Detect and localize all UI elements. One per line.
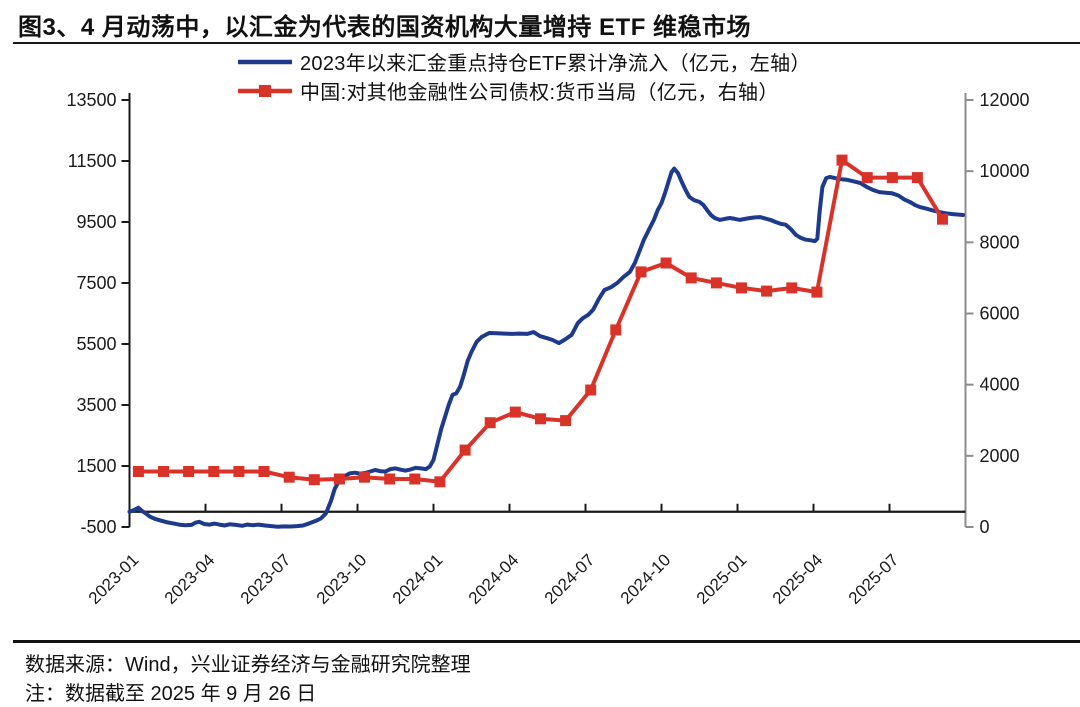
x-axis-tick-label: 2025-07 xyxy=(845,550,903,608)
series-marker xyxy=(233,466,245,477)
series-marker xyxy=(208,466,220,477)
x-axis-tick-label: 2024-01 xyxy=(389,550,447,608)
right-axis-tick-label: 0 xyxy=(980,517,990,537)
title-divider xyxy=(13,42,1080,44)
legend-label-etf-inflow: 2023年以来汇金重点持仓ETF累计净流入（亿元，左轴） xyxy=(300,53,811,75)
series-marker xyxy=(158,466,169,477)
series-marker xyxy=(509,406,521,418)
left-axis-tick-label: 5500 xyxy=(76,334,116,354)
left-axis-tick-label: -500 xyxy=(80,517,116,537)
page-title: 图3、4 月动荡中，以汇金为代表的国资机构大量增持 ETF 维稳市场 xyxy=(18,14,752,41)
red-square-marker-icon xyxy=(259,84,271,97)
left-axis-tick-label: 3500 xyxy=(76,395,116,415)
data-source-text: 数据来源：Wind，兴业证券经济与金融研究院整理 xyxy=(25,654,471,676)
series-marker xyxy=(585,384,597,396)
x-axis-tick-label: 2024-04 xyxy=(465,550,523,608)
red-line-swatch xyxy=(238,84,292,97)
right-axis-tick-label: 4000 xyxy=(980,375,1020,395)
series-marker xyxy=(283,471,295,483)
series-marker xyxy=(333,473,345,485)
series-marker xyxy=(359,471,370,483)
legend-label-pboc-claims: 中国:对其他金融性公司债权:货币当局（亿元，右轴） xyxy=(300,82,779,104)
legend: 2023年以来汇金重点持仓ETF累计净流入（亿元，左轴） 中国:对其他金融性公司… xyxy=(236,47,811,105)
left-axis-tick-label: 13500 xyxy=(66,90,116,110)
series-marker xyxy=(635,266,647,278)
left-axis-tick-label: 11500 xyxy=(68,151,117,171)
series-marker xyxy=(685,272,697,284)
x-axis-tick-label: 2025-01 xyxy=(693,550,751,608)
x-axis-tick-label: 2023-01 xyxy=(85,550,143,608)
series-marker xyxy=(660,257,672,269)
right-axis-tick-label: 10000 xyxy=(980,161,1030,181)
series-marker xyxy=(384,473,396,485)
series-marker xyxy=(811,286,823,298)
series-marker xyxy=(836,154,848,166)
series-marker xyxy=(308,474,320,486)
series-marker xyxy=(610,324,622,336)
left-axis-tick-label: 7500 xyxy=(76,273,116,293)
left-axis-tick-label: 1500 xyxy=(76,456,116,476)
series-marker xyxy=(861,172,873,184)
series-marker xyxy=(484,417,496,429)
x-axis-tick-label: 2024-10 xyxy=(617,550,675,608)
series-marker xyxy=(911,172,923,184)
series-marker xyxy=(886,172,898,184)
x-axis-tick-label: 2023-07 xyxy=(237,550,295,608)
series-marker xyxy=(183,466,195,477)
data-cutoff-note: 注：数据截至 2025 年 9 月 26 日 xyxy=(25,683,317,705)
series-marker xyxy=(459,444,471,456)
x-axis-tick-label: 2023-04 xyxy=(161,550,219,608)
series-marker xyxy=(409,473,421,485)
blue-line-swatch xyxy=(238,59,292,64)
left-axis-tick-label: 9500 xyxy=(76,212,116,232)
footer-divider xyxy=(13,640,1080,643)
series-marker xyxy=(761,285,773,297)
x-axis-tick-label: 2025-04 xyxy=(769,550,827,608)
legend-item-etf-inflow: 2023年以来汇金重点持仓ETF累计净流入（亿元，左轴） xyxy=(236,47,811,76)
series-marker xyxy=(786,282,798,294)
series-marker xyxy=(736,282,747,294)
x-axis-tick-label: 2023-10 xyxy=(313,550,371,608)
legend-item-pboc-claims: 中国:对其他金融性公司债权:货币当局（亿元，右轴） xyxy=(236,76,811,105)
series-marker xyxy=(535,413,546,425)
right-axis-tick-label: 8000 xyxy=(980,232,1020,252)
right-axis-tick-label: 2000 xyxy=(980,446,1020,466)
series-marker xyxy=(710,277,722,289)
series-marker xyxy=(937,213,948,225)
series-marker xyxy=(560,415,572,427)
x-axis-tick-label: 2024-07 xyxy=(541,550,599,608)
series-marker xyxy=(258,466,270,477)
series-marker xyxy=(434,476,446,488)
right-axis-tick-label: 12000 xyxy=(980,90,1030,110)
series-line-0 xyxy=(127,166,965,529)
series-marker xyxy=(132,466,144,477)
right-axis-tick-label: 6000 xyxy=(980,304,1020,324)
